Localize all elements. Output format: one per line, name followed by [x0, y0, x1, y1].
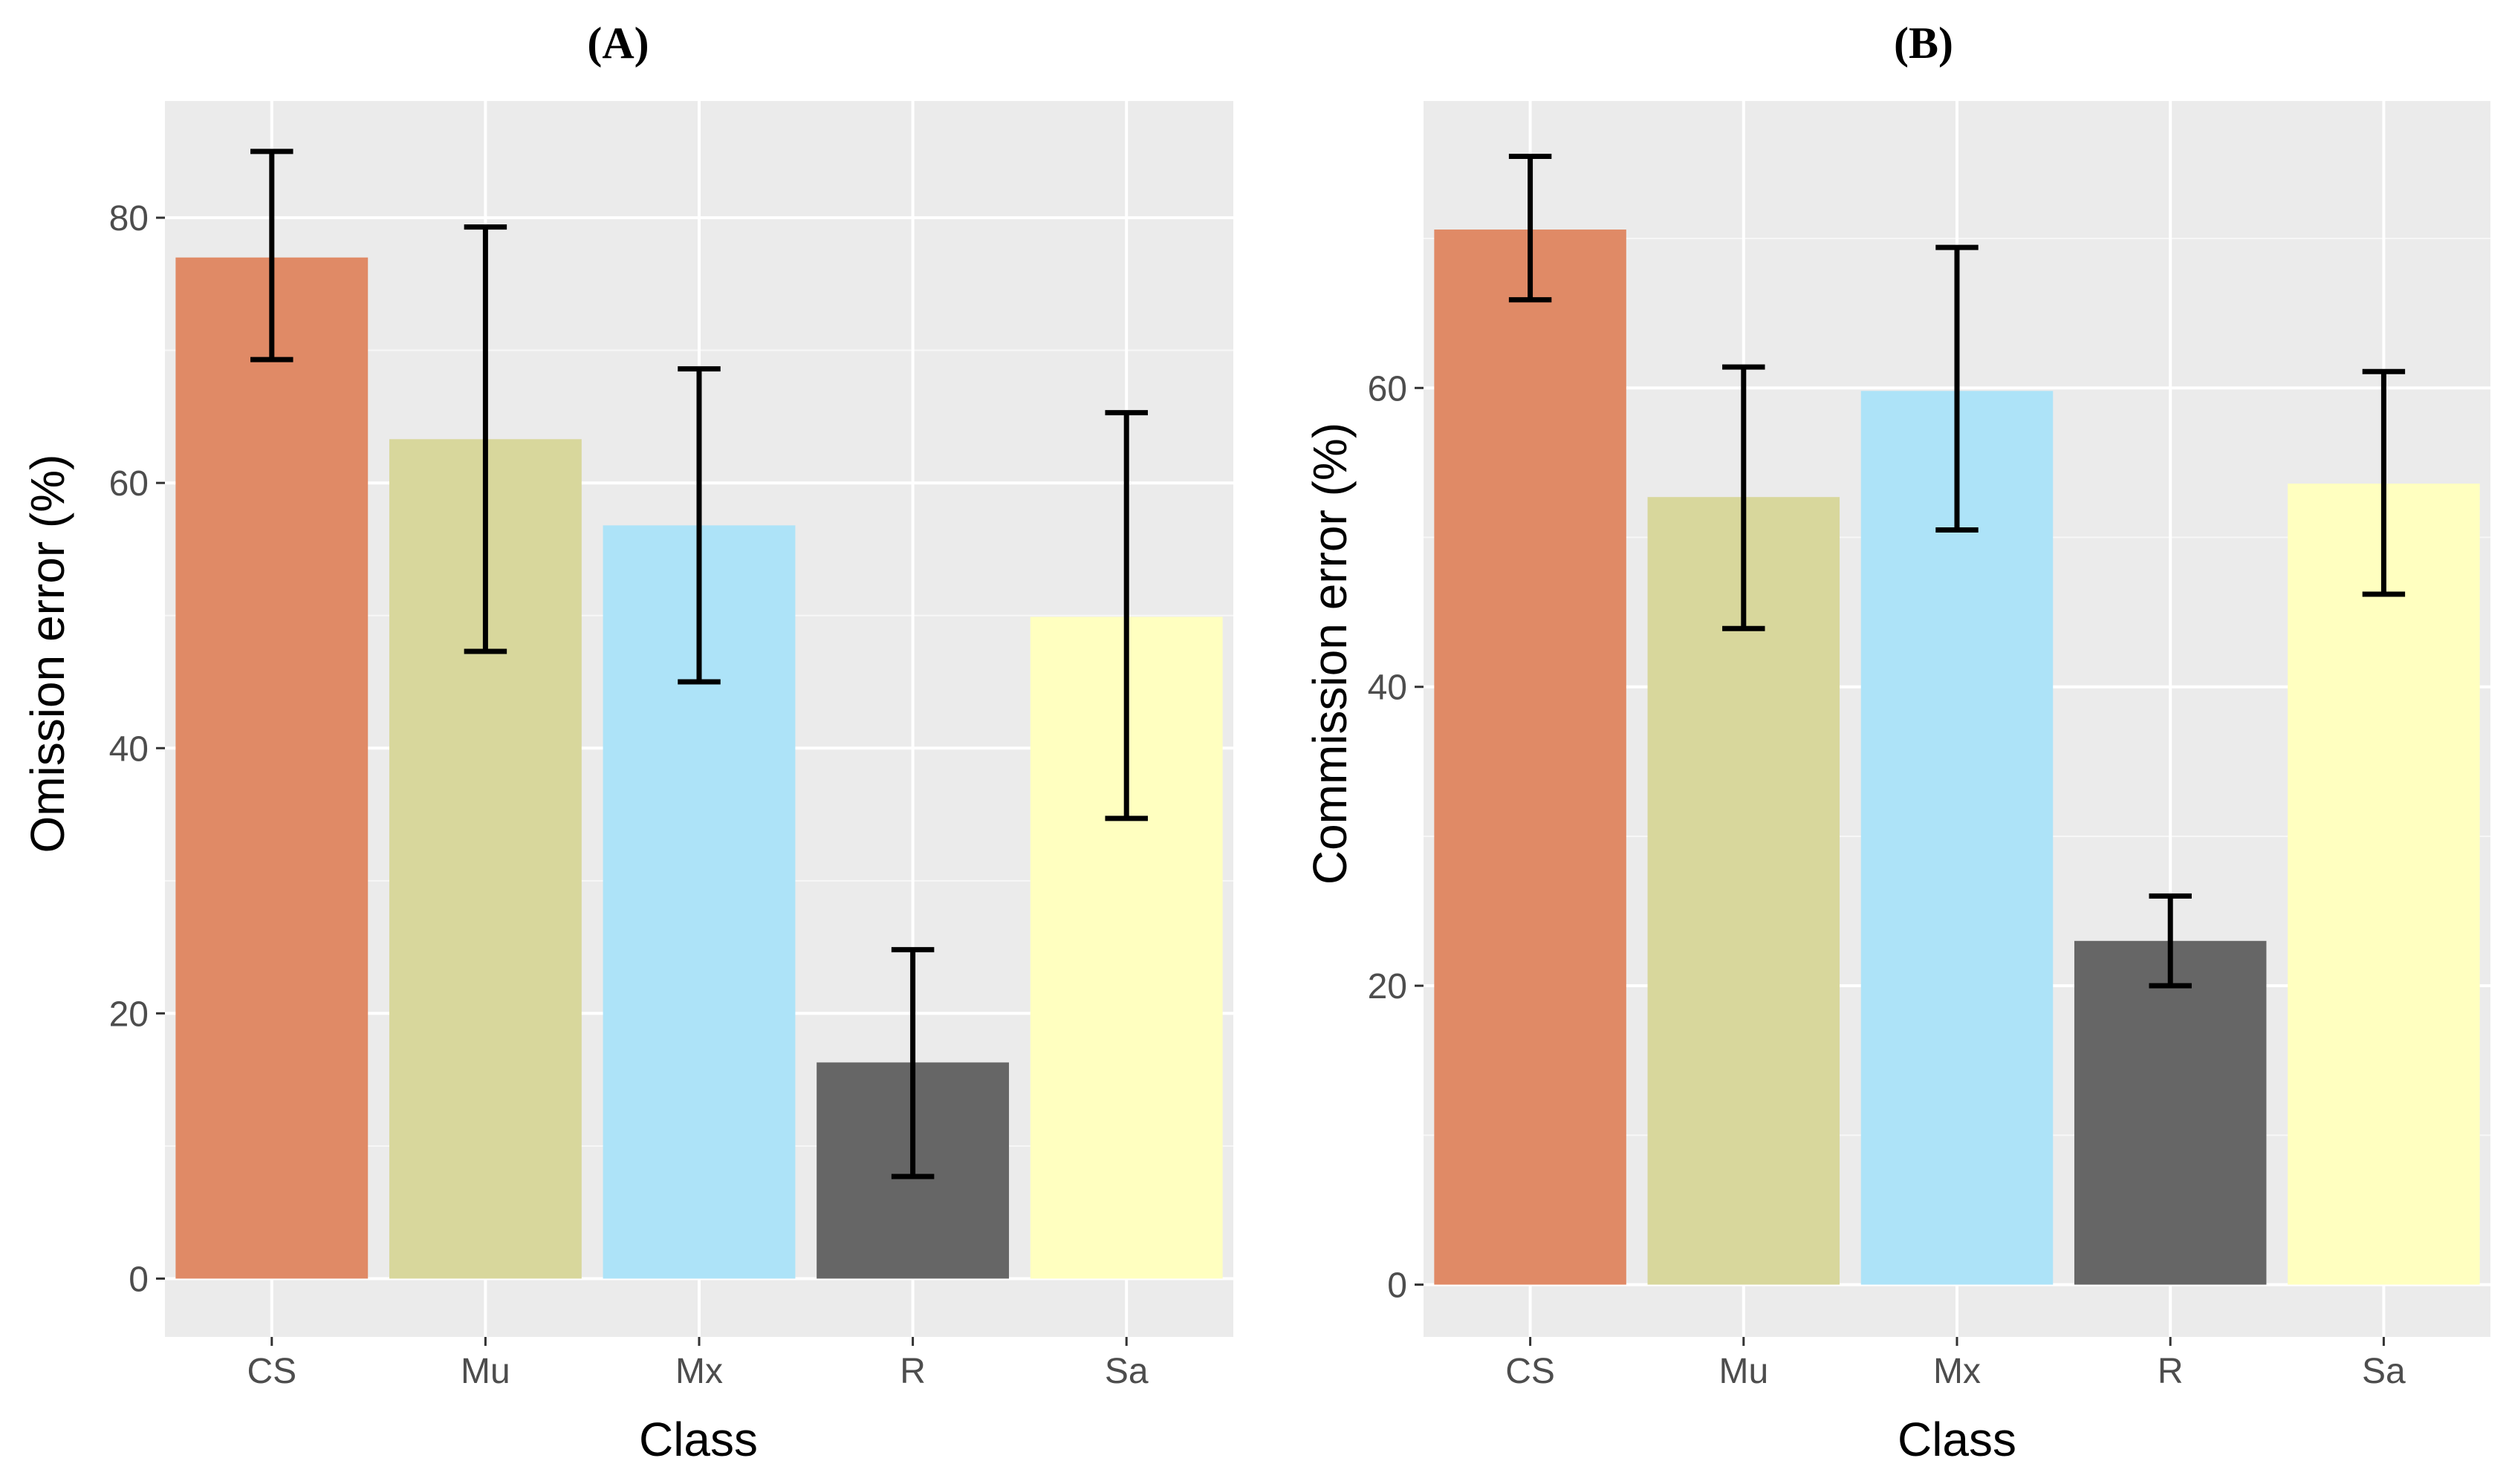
panel-a-bar-cs	[175, 257, 369, 1279]
panel-b-x-axis-title: Class	[1898, 1413, 2016, 1466]
panel-b-label: (B)	[1894, 19, 1953, 68]
panel-b: (B) 0 20 40 60 CS Mu Mx R Sa Commission error (%…	[1303, 19, 2490, 1466]
panel-b-plot: 0 20 40 60 CS Mu Mx R Sa	[1368, 101, 2490, 1391]
panel-a-y-axis-title: Omission error (%)	[21, 455, 74, 853]
panel-b-error-bar-cs	[1508, 153, 1552, 303]
panel-b-bar-mx	[1860, 391, 2054, 1285]
panel-a-x-axis-title: Class	[639, 1413, 758, 1466]
panel-a-y-tick-label: 60	[109, 464, 149, 504]
panel-b-y-tick-label: 0	[1387, 1266, 1407, 1306]
panel-b-y-axis-title: Commission error (%)	[1303, 423, 1357, 885]
panel-b-error-bar-mu	[1722, 364, 1765, 631]
panel-b-bar-r	[2074, 940, 2267, 1285]
panel-b-x-tick-label: Mx	[1933, 1352, 1981, 1391]
panel-b-bar-cs	[1434, 230, 1626, 1285]
panel-a-ylabel-group: Omission error (%)	[21, 455, 74, 853]
panel-a-x-tick-label: CS	[247, 1352, 296, 1391]
panel-a-x-tick-label: R	[900, 1352, 926, 1391]
panel-a-error-bar-cs	[250, 149, 293, 362]
panel-a-error-bar-r	[891, 947, 935, 1179]
panel-b-x-tick-label: CS	[1505, 1352, 1555, 1391]
panel-b-x-tick-label: Mu	[1718, 1352, 1768, 1391]
panel-b-y-tick-label: 60	[1368, 369, 1407, 409]
panel-a-label: (A)	[587, 19, 649, 68]
panel-b-y-tick-label: 20	[1368, 967, 1407, 1006]
panel-b-x-tick-label: R	[2158, 1352, 2184, 1391]
panel-a-x-tick-label: Sa	[1105, 1352, 1149, 1391]
panel-b-ylabel-group: Commission error (%)	[1303, 423, 1357, 885]
panel-b-x-tick-label: Sa	[2362, 1352, 2406, 1391]
panel-b-error-bar-sa	[2362, 368, 2406, 597]
panel-a-y-tick-label: 20	[109, 995, 149, 1034]
panel-a: (A) 0 20 40 60 80 CS Mu Mx R Sa Omission error (%…	[21, 19, 1233, 1466]
panel-a-error-bar-sa	[1105, 410, 1148, 821]
panel-b-y-tick-label: 40	[1368, 668, 1407, 708]
panel-a-plot: 0 20 40 60 80 CS Mu Mx R Sa	[109, 101, 1233, 1391]
panel-b-bar-sa	[2288, 484, 2480, 1285]
panel-b-error-bar-r	[2149, 893, 2192, 989]
panel-a-x-tick-label: Mx	[675, 1352, 723, 1391]
panel-a-y-tick-label: 40	[109, 729, 149, 769]
panel-a-y-tick-label: 0	[129, 1260, 149, 1299]
panel-a-x-tick-label: Mu	[461, 1352, 510, 1391]
panel-a-error-bar-mu	[464, 224, 507, 654]
panel-b-error-bar-mx	[1935, 244, 1979, 533]
panel-a-y-tick-label: 80	[109, 199, 149, 238]
panel-a-error-bar-mx	[678, 366, 721, 685]
